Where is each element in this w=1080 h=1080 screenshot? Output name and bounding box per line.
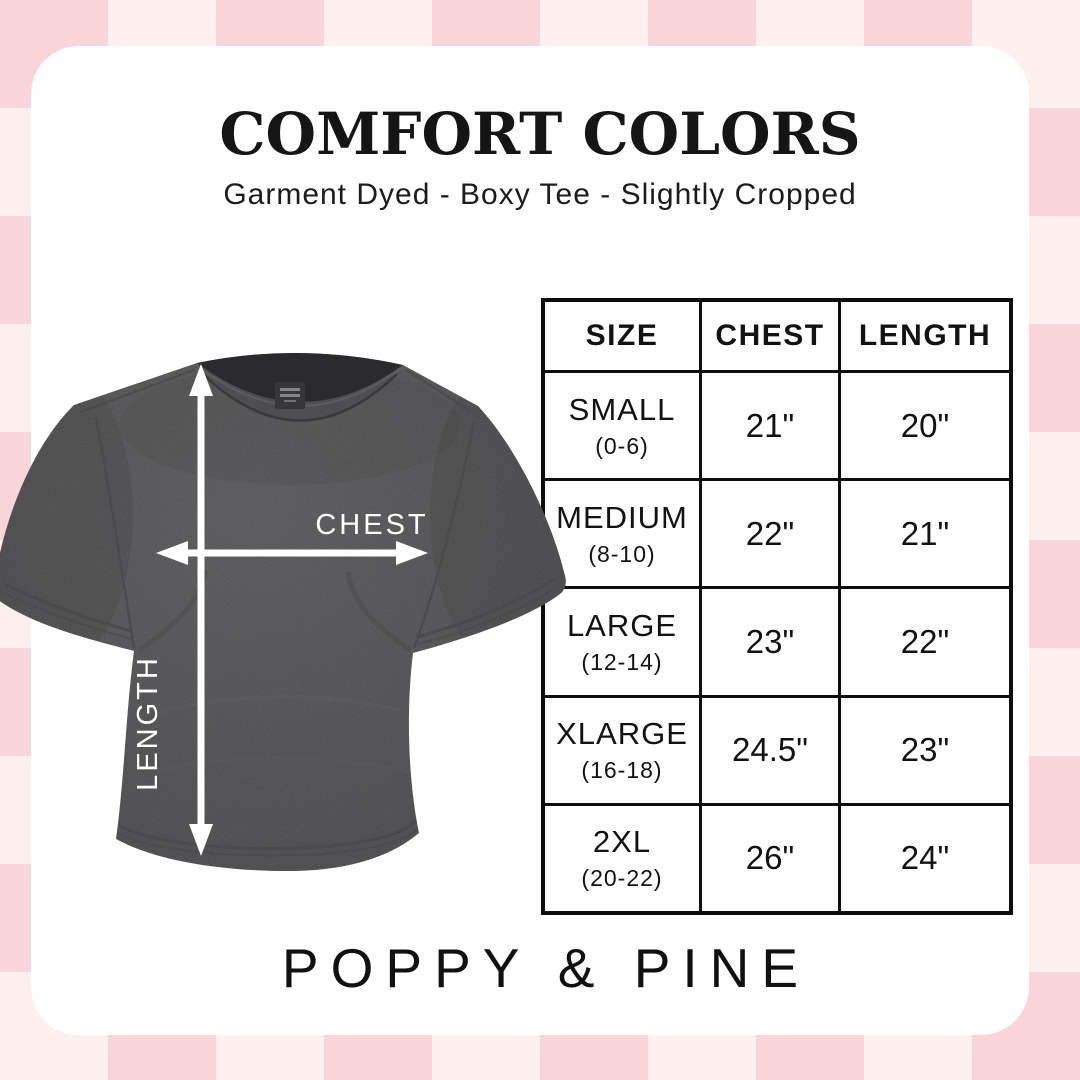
tshirt-body <box>0 352 566 871</box>
size-cell: XLARGE (16-18) <box>545 697 699 803</box>
size-range: (16-18) <box>581 757 663 784</box>
page-title: COMFORT COLORS <box>219 100 861 168</box>
subtitle: Garment Dyed - Boxy Tee - Slightly Cropp… <box>223 178 857 211</box>
size-name: XLARGE <box>556 716 688 752</box>
chest-value-cell: 26" <box>702 805 838 911</box>
size-cell: MEDIUM (8-10) <box>545 481 699 587</box>
length-value-cell: 24" <box>841 805 1009 911</box>
tshirt-image: CHEST LENGTH <box>0 352 566 871</box>
size-name: SMALL <box>568 391 676 427</box>
chest-value-cell: 21" <box>702 373 838 479</box>
length-value-cell: 22" <box>841 589 1009 695</box>
length-arrow <box>189 364 213 856</box>
chest-value-cell: 24.5" <box>702 697 838 803</box>
size-name: 2XL <box>592 824 652 860</box>
chest-value-cell: 23" <box>702 589 838 695</box>
length-label: LENGTH <box>132 655 164 791</box>
size-table: SIZE CHEST LENGTH SMALL (0-6) 21" 20" MEDIUM… <box>541 298 1013 915</box>
chest-arrow <box>156 541 428 565</box>
size-cell: SMALL (0-6) <box>545 373 699 479</box>
size-cell: 2XL (20-22) <box>545 805 699 911</box>
size-range: (12-14) <box>581 648 663 675</box>
length-value-cell: 20" <box>841 373 1009 479</box>
length-value-cell: 23" <box>841 697 1009 803</box>
chest-value-cell: 22" <box>702 481 838 587</box>
size-name: MEDIUM <box>556 499 688 535</box>
size-name: LARGE <box>566 607 678 643</box>
size-table-header-size: SIZE <box>545 302 699 370</box>
size-table-header-chest: CHEST <box>702 302 838 370</box>
size-range: (0-6) <box>595 432 649 459</box>
length-value-cell: 21" <box>841 481 1009 587</box>
size-range: (8-10) <box>588 540 656 567</box>
size-range: (20-22) <box>581 865 663 892</box>
size-cell: LARGE (12-14) <box>545 589 699 695</box>
chest-label: CHEST <box>315 509 428 541</box>
neck-tag <box>275 382 305 409</box>
size-table-header-length: LENGTH <box>841 302 1009 370</box>
brand-name: POPPY & PINE <box>281 937 811 999</box>
